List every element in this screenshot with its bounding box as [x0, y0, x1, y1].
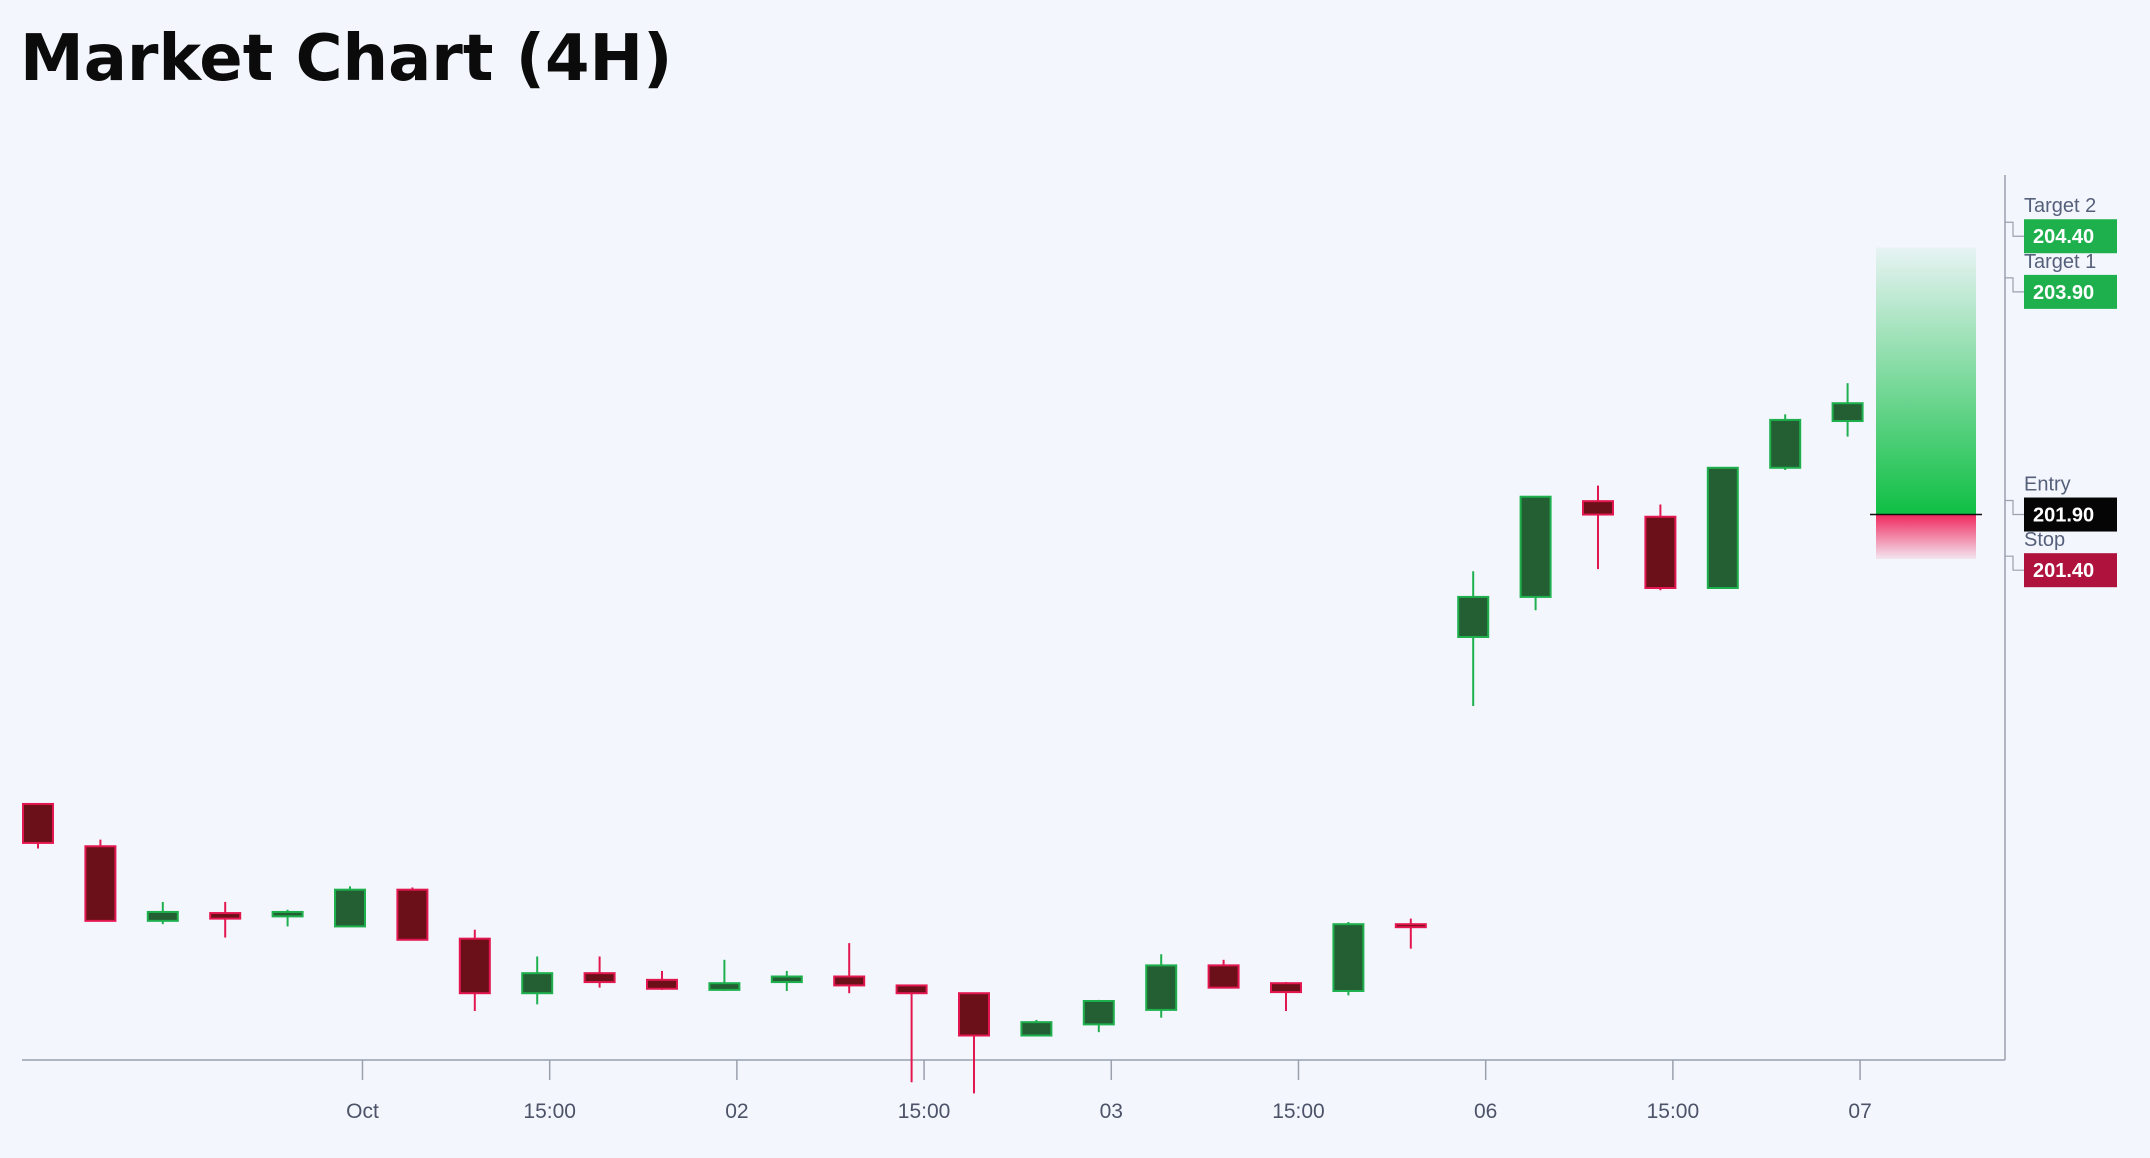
x-tick-label: 02 [725, 1100, 748, 1123]
candle-body [1332, 923, 1365, 992]
candle-body [1145, 964, 1178, 1011]
level-name: Stop [2024, 529, 2065, 551]
price-level: Stop 201.40 [2005, 529, 2117, 588]
position-zone [1870, 247, 1982, 560]
candle-body [334, 888, 366, 928]
loss-zone [1876, 514, 1976, 560]
candle-body [646, 978, 678, 990]
candle-body [895, 984, 928, 995]
level-badge [2024, 219, 2117, 254]
candle-body [458, 937, 491, 995]
level-name: Target 1 [2024, 251, 2096, 273]
candle-body [1394, 923, 1427, 929]
level-value: 204.40 [2033, 226, 2094, 248]
candle [895, 984, 928, 1083]
candle-body [1706, 466, 1739, 590]
x-tick-label: 06 [1474, 1100, 1497, 1123]
profit-zone [1876, 247, 1976, 515]
candle-body [1582, 500, 1614, 516]
x-tick-label: 15:00 [1647, 1100, 1700, 1123]
candle-body [1644, 515, 1677, 589]
chart-title: Market Chart (4H) [20, 22, 673, 96]
candle [1769, 414, 1802, 470]
x-tick-label: 03 [1100, 1100, 1123, 1123]
candle [521, 956, 554, 1005]
candle [770, 970, 803, 991]
candle-body [958, 992, 990, 1037]
candle-body [84, 845, 117, 922]
candle [84, 839, 117, 922]
level-badge [2024, 497, 2117, 532]
price-level: Target 1 203.90 [2005, 251, 2117, 309]
x-tick-label: Oct [346, 1100, 379, 1123]
candle [833, 943, 866, 994]
price-levels: Target 2 204.40 Target 1 203.90 Entry 201.90S… [2005, 195, 2117, 588]
candle-body [1831, 402, 1864, 423]
level-connector [2005, 277, 2024, 293]
candle-body [271, 910, 304, 918]
candle-body [583, 972, 616, 984]
candle [1082, 999, 1115, 1033]
candle [1394, 918, 1427, 949]
x-tick-label: 15:00 [898, 1100, 951, 1123]
candle-body [708, 982, 741, 991]
level-connector [2005, 221, 2024, 237]
x-axis-ticks: Oct 15:00 02 15:00 03 15:00 06 15:00 07 [346, 1060, 1872, 1123]
candle-body [146, 910, 179, 922]
x-tick-label: 15:00 [1272, 1100, 1325, 1123]
candle-body [209, 912, 242, 920]
candle [458, 929, 491, 1012]
candle [708, 959, 741, 991]
candle-body [1207, 964, 1240, 989]
x-tick-label: 15:00 [523, 1100, 576, 1123]
candle-body [22, 802, 54, 844]
candle [583, 956, 616, 988]
candle [1145, 954, 1178, 1018]
candle [1457, 571, 1490, 706]
candle-body [1769, 418, 1802, 469]
candle [646, 970, 678, 990]
candle [146, 901, 179, 925]
candle [1519, 495, 1552, 611]
level-badge [2024, 553, 2117, 588]
level-name: Target 2 [2024, 195, 2096, 217]
candles [22, 383, 1864, 1094]
candle-body [396, 888, 429, 941]
candle [1020, 1019, 1053, 1037]
candle-body [1020, 1021, 1053, 1037]
candle-body [833, 975, 866, 987]
level-connector [2005, 555, 2024, 571]
candle [1831, 383, 1864, 437]
level-name: Entry [2024, 474, 2071, 496]
candle [334, 886, 366, 928]
candle-body [521, 972, 554, 995]
axes [22, 175, 2006, 1061]
level-badge [2024, 274, 2117, 309]
candle [1207, 959, 1240, 989]
price-level: Target 2 204.40 [2005, 195, 2117, 254]
candle [396, 887, 429, 941]
candle [1582, 485, 1614, 570]
candle-body [770, 975, 803, 984]
candle-body [1082, 1000, 1115, 1026]
candle [1270, 982, 1302, 1012]
price-level: Entry 201.90 [2005, 474, 2117, 532]
candle [1706, 466, 1739, 590]
candle [22, 802, 54, 849]
level-value: 201.90 [2033, 505, 2094, 527]
candle [958, 992, 990, 1094]
level-value: 201.40 [2033, 560, 2094, 582]
candle [1332, 921, 1365, 996]
candle-body [1519, 495, 1552, 598]
candle [1644, 504, 1677, 591]
x-tick-label: 07 [1848, 1100, 1871, 1123]
level-connector [2005, 499, 2024, 516]
candle [209, 901, 242, 938]
candle-body [1457, 595, 1490, 638]
candle-body [1270, 982, 1302, 994]
level-value: 203.90 [2033, 282, 2094, 304]
candle [271, 909, 304, 927]
